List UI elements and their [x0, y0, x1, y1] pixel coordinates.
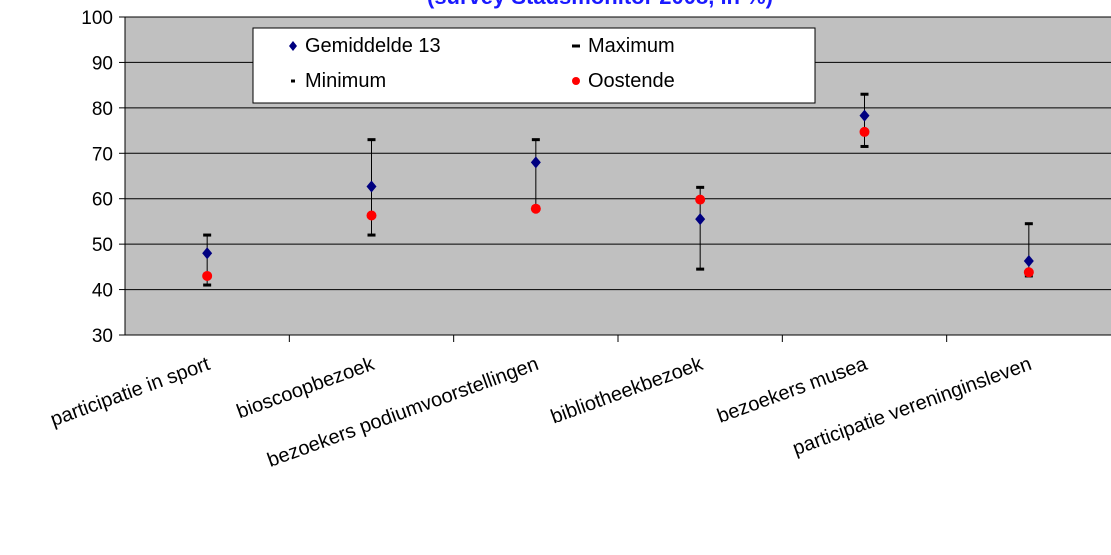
marker-minimum: [203, 283, 212, 287]
y-tick-label: 50: [92, 235, 113, 256]
marker-gemiddelde: [1023, 254, 1034, 267]
x-axis-category-labels: participatie in sport bioscoopbezoekbezoe…: [48, 353, 1035, 472]
marker-maximum: [1024, 222, 1033, 226]
marker-maximum: [203, 233, 212, 237]
x-category-label: bezoekers musea: [714, 353, 871, 428]
marker-gemiddelde: [695, 213, 706, 226]
x-category-label: bezoekers podiumvoorstellingen: [264, 353, 541, 472]
x-category-label: bioscoopbezoek: [234, 353, 378, 423]
x-category-label: participatie in sport: [48, 353, 214, 431]
marker-oostende: [202, 270, 213, 281]
marker-minimum: [367, 233, 376, 237]
legend-marker-minimum: [291, 79, 295, 83]
chart-title: (survey Stadsmonitor 2008, in %): [427, 0, 773, 9]
marker-maximum: [531, 138, 540, 142]
y-tick-label: 80: [92, 99, 113, 120]
marker-gemiddelde: [202, 247, 213, 260]
y-axis-tick-labels: 30 40 50 60 70 80 90 100: [81, 8, 113, 347]
axes: [119, 16, 1111, 342]
legend-marker-oostende: [572, 77, 580, 85]
marker-oostende: [366, 210, 377, 221]
marker-maximum: [860, 92, 869, 96]
y-tick-label: 60: [92, 190, 113, 211]
y-tick-label: 90: [92, 53, 113, 74]
marker-gemiddelde: [366, 180, 377, 193]
marker-maximum: [696, 185, 705, 189]
legend: Gemiddelde 13 Maximum Minimum Oostende: [252, 27, 816, 104]
marker-oostende: [1023, 267, 1034, 278]
legend-label: Minimum: [305, 70, 386, 92]
marker-gemiddelde: [859, 109, 870, 122]
marker-gemiddelde: [530, 156, 541, 169]
marker-oostende: [859, 126, 870, 137]
marker-minimum: [860, 144, 869, 148]
marker-minimum: [696, 267, 705, 271]
marker-oostende: [530, 203, 541, 214]
legend-label: Maximum: [588, 35, 675, 57]
y-tick-label: 40: [92, 281, 113, 302]
x-category-label: bibliotheekbezoek: [548, 353, 707, 429]
legend-box: [252, 27, 816, 104]
legend-marker-maximum: [572, 44, 580, 48]
marker-maximum: [367, 138, 376, 142]
legend-label: Oostende: [588, 70, 675, 92]
legend-label: Gemiddelde 13: [305, 35, 441, 57]
data-markers: [202, 92, 1034, 287]
legend-marker-gemiddelde: [289, 41, 297, 51]
marker-oostende: [695, 194, 706, 205]
y-tick-label: 100: [81, 8, 113, 29]
y-tick-label: 30: [92, 326, 113, 347]
y-tick-label: 70: [92, 144, 113, 165]
